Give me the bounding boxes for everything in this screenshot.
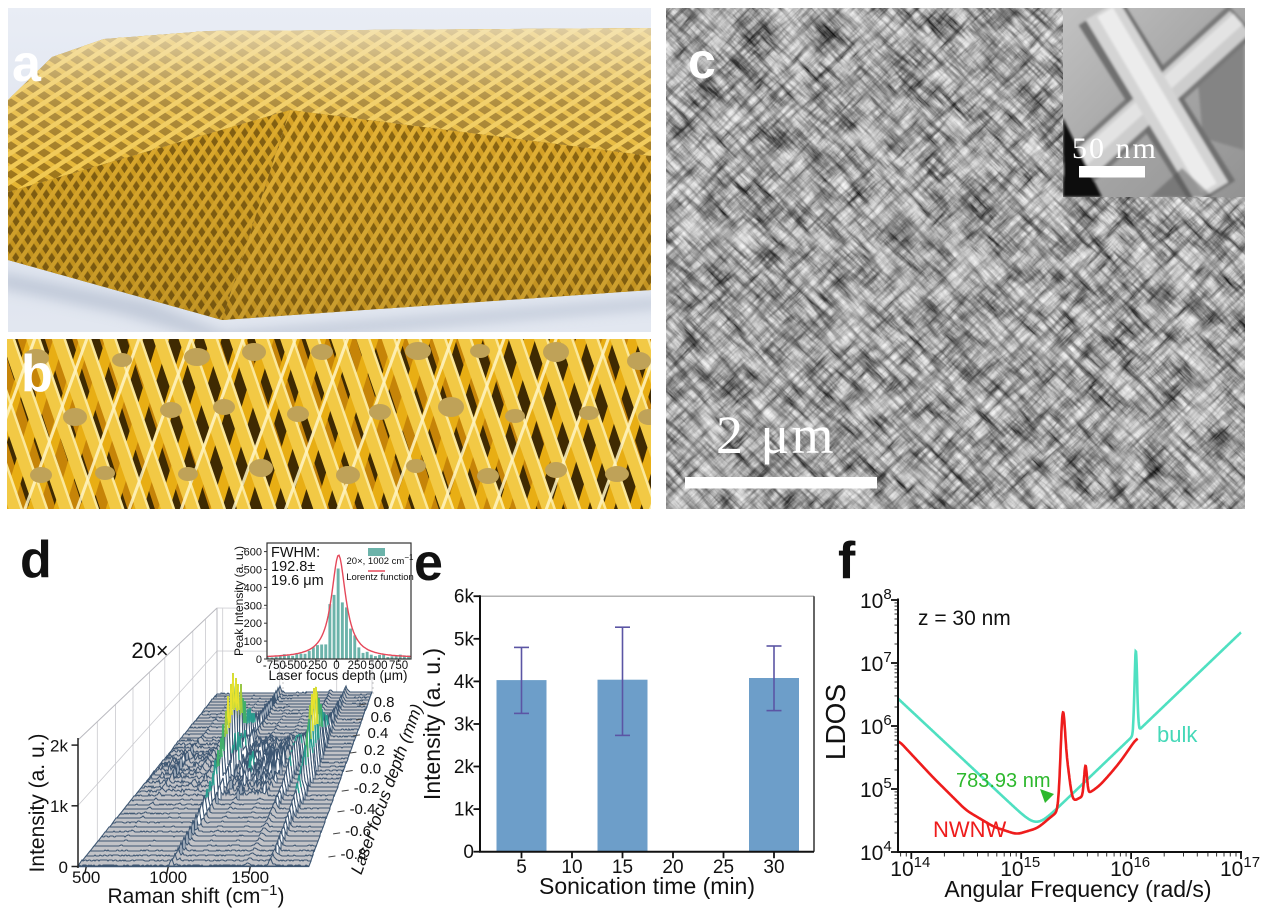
svg-text:3k: 3k	[454, 715, 475, 736]
svg-text:0.4: 0.4	[367, 725, 388, 742]
svg-text:106: 106	[860, 712, 892, 739]
svg-text:0: 0	[463, 842, 474, 863]
svg-text:192.8±: 192.8±	[271, 559, 315, 575]
svg-text:d: d	[20, 531, 52, 589]
svg-text:0: 0	[333, 660, 339, 672]
svg-text:-0.2: -0.2	[354, 780, 380, 797]
svg-text:b: b	[21, 345, 53, 403]
svg-text:1500: 1500	[231, 868, 269, 887]
svg-text:f: f	[838, 532, 856, 590]
svg-text:6k: 6k	[454, 587, 475, 608]
svg-text:25: 25	[713, 857, 734, 878]
svg-text:108: 108	[860, 586, 892, 613]
svg-text:5k: 5k	[454, 629, 475, 650]
svg-text:0.6: 0.6	[371, 709, 392, 726]
svg-text:1017: 1017	[1220, 854, 1260, 881]
svg-text:a: a	[12, 35, 42, 93]
svg-text:250: 250	[348, 660, 367, 672]
svg-text:z = 30 nm: z = 30 nm	[918, 607, 1011, 630]
svg-text:10: 10	[561, 857, 582, 878]
svg-text:NWNW: NWNW	[933, 817, 1007, 842]
svg-text:20×, 1002 cm−1: 20×, 1002 cm−1	[347, 553, 415, 567]
svg-text:FWHM:: FWHM:	[271, 545, 320, 561]
svg-text:30: 30	[763, 857, 784, 878]
svg-text:4k: 4k	[454, 672, 475, 693]
svg-text:0.0: 0.0	[360, 761, 381, 778]
svg-text:1014: 1014	[890, 854, 930, 881]
svg-text:1k: 1k	[50, 797, 68, 816]
svg-text:Intensity (a. u.): Intensity (a. u.)	[26, 734, 49, 873]
svg-text:107: 107	[860, 649, 892, 676]
svg-text:19.6 μm: 19.6 μm	[271, 573, 324, 589]
svg-text:-500: -500	[284, 660, 307, 672]
svg-text:LDOS: LDOS	[820, 684, 851, 760]
svg-text:Lorentz function: Lorentz function	[346, 572, 414, 583]
svg-text:bulk: bulk	[1157, 722, 1198, 747]
svg-text:100: 100	[244, 636, 262, 648]
svg-text:2 μm: 2 μm	[716, 405, 835, 465]
svg-text:e: e	[414, 534, 443, 592]
svg-text:750: 750	[389, 660, 408, 672]
svg-text:2k: 2k	[454, 757, 475, 778]
svg-text:-750: -750	[263, 660, 286, 672]
svg-text:600: 600	[244, 547, 262, 559]
svg-text:5: 5	[516, 857, 527, 878]
svg-text:200: 200	[244, 618, 262, 630]
svg-text:-250: -250	[304, 660, 327, 672]
svg-text:300: 300	[244, 600, 262, 612]
svg-text:500: 500	[244, 565, 262, 577]
svg-text:Peak Intensity (a. u.): Peak Intensity (a. u.)	[232, 546, 246, 656]
svg-text:-0.6: -0.6	[345, 823, 371, 840]
svg-text:105: 105	[860, 775, 892, 802]
svg-text:1000: 1000	[149, 868, 187, 887]
svg-text:0.8: 0.8	[374, 694, 395, 711]
svg-text:Laser focus depth (μm): Laser focus depth (μm)	[268, 668, 407, 683]
svg-text:2k: 2k	[50, 737, 68, 756]
svg-text:0: 0	[256, 654, 262, 666]
svg-text:Angular Frequency (rad/s): Angular Frequency (rad/s)	[944, 876, 1211, 902]
svg-text:0: 0	[59, 858, 68, 877]
svg-text:-0.4: -0.4	[350, 801, 376, 818]
svg-text:783.93 nm: 783.93 nm	[956, 770, 1051, 792]
svg-text:20: 20	[662, 857, 683, 878]
svg-text:1k: 1k	[454, 800, 475, 821]
svg-text:400: 400	[244, 582, 262, 594]
svg-text:104: 104	[860, 838, 892, 865]
svg-text:-0.8: -0.8	[340, 846, 366, 863]
svg-text:Sonication time (min): Sonication time (min)	[539, 873, 755, 899]
svg-text:Raman shift (cm−1): Raman shift (cm−1)	[108, 882, 285, 908]
svg-text:500: 500	[368, 660, 387, 672]
svg-text:Intensity (a. u.): Intensity (a. u.)	[419, 648, 445, 800]
svg-text:15: 15	[612, 857, 633, 878]
svg-text:20×: 20×	[131, 638, 168, 663]
svg-text:c: c	[688, 33, 716, 89]
svg-text:50 nm: 50 nm	[1072, 132, 1158, 165]
svg-text:0.2: 0.2	[364, 742, 385, 759]
svg-text:500: 500	[72, 868, 100, 887]
